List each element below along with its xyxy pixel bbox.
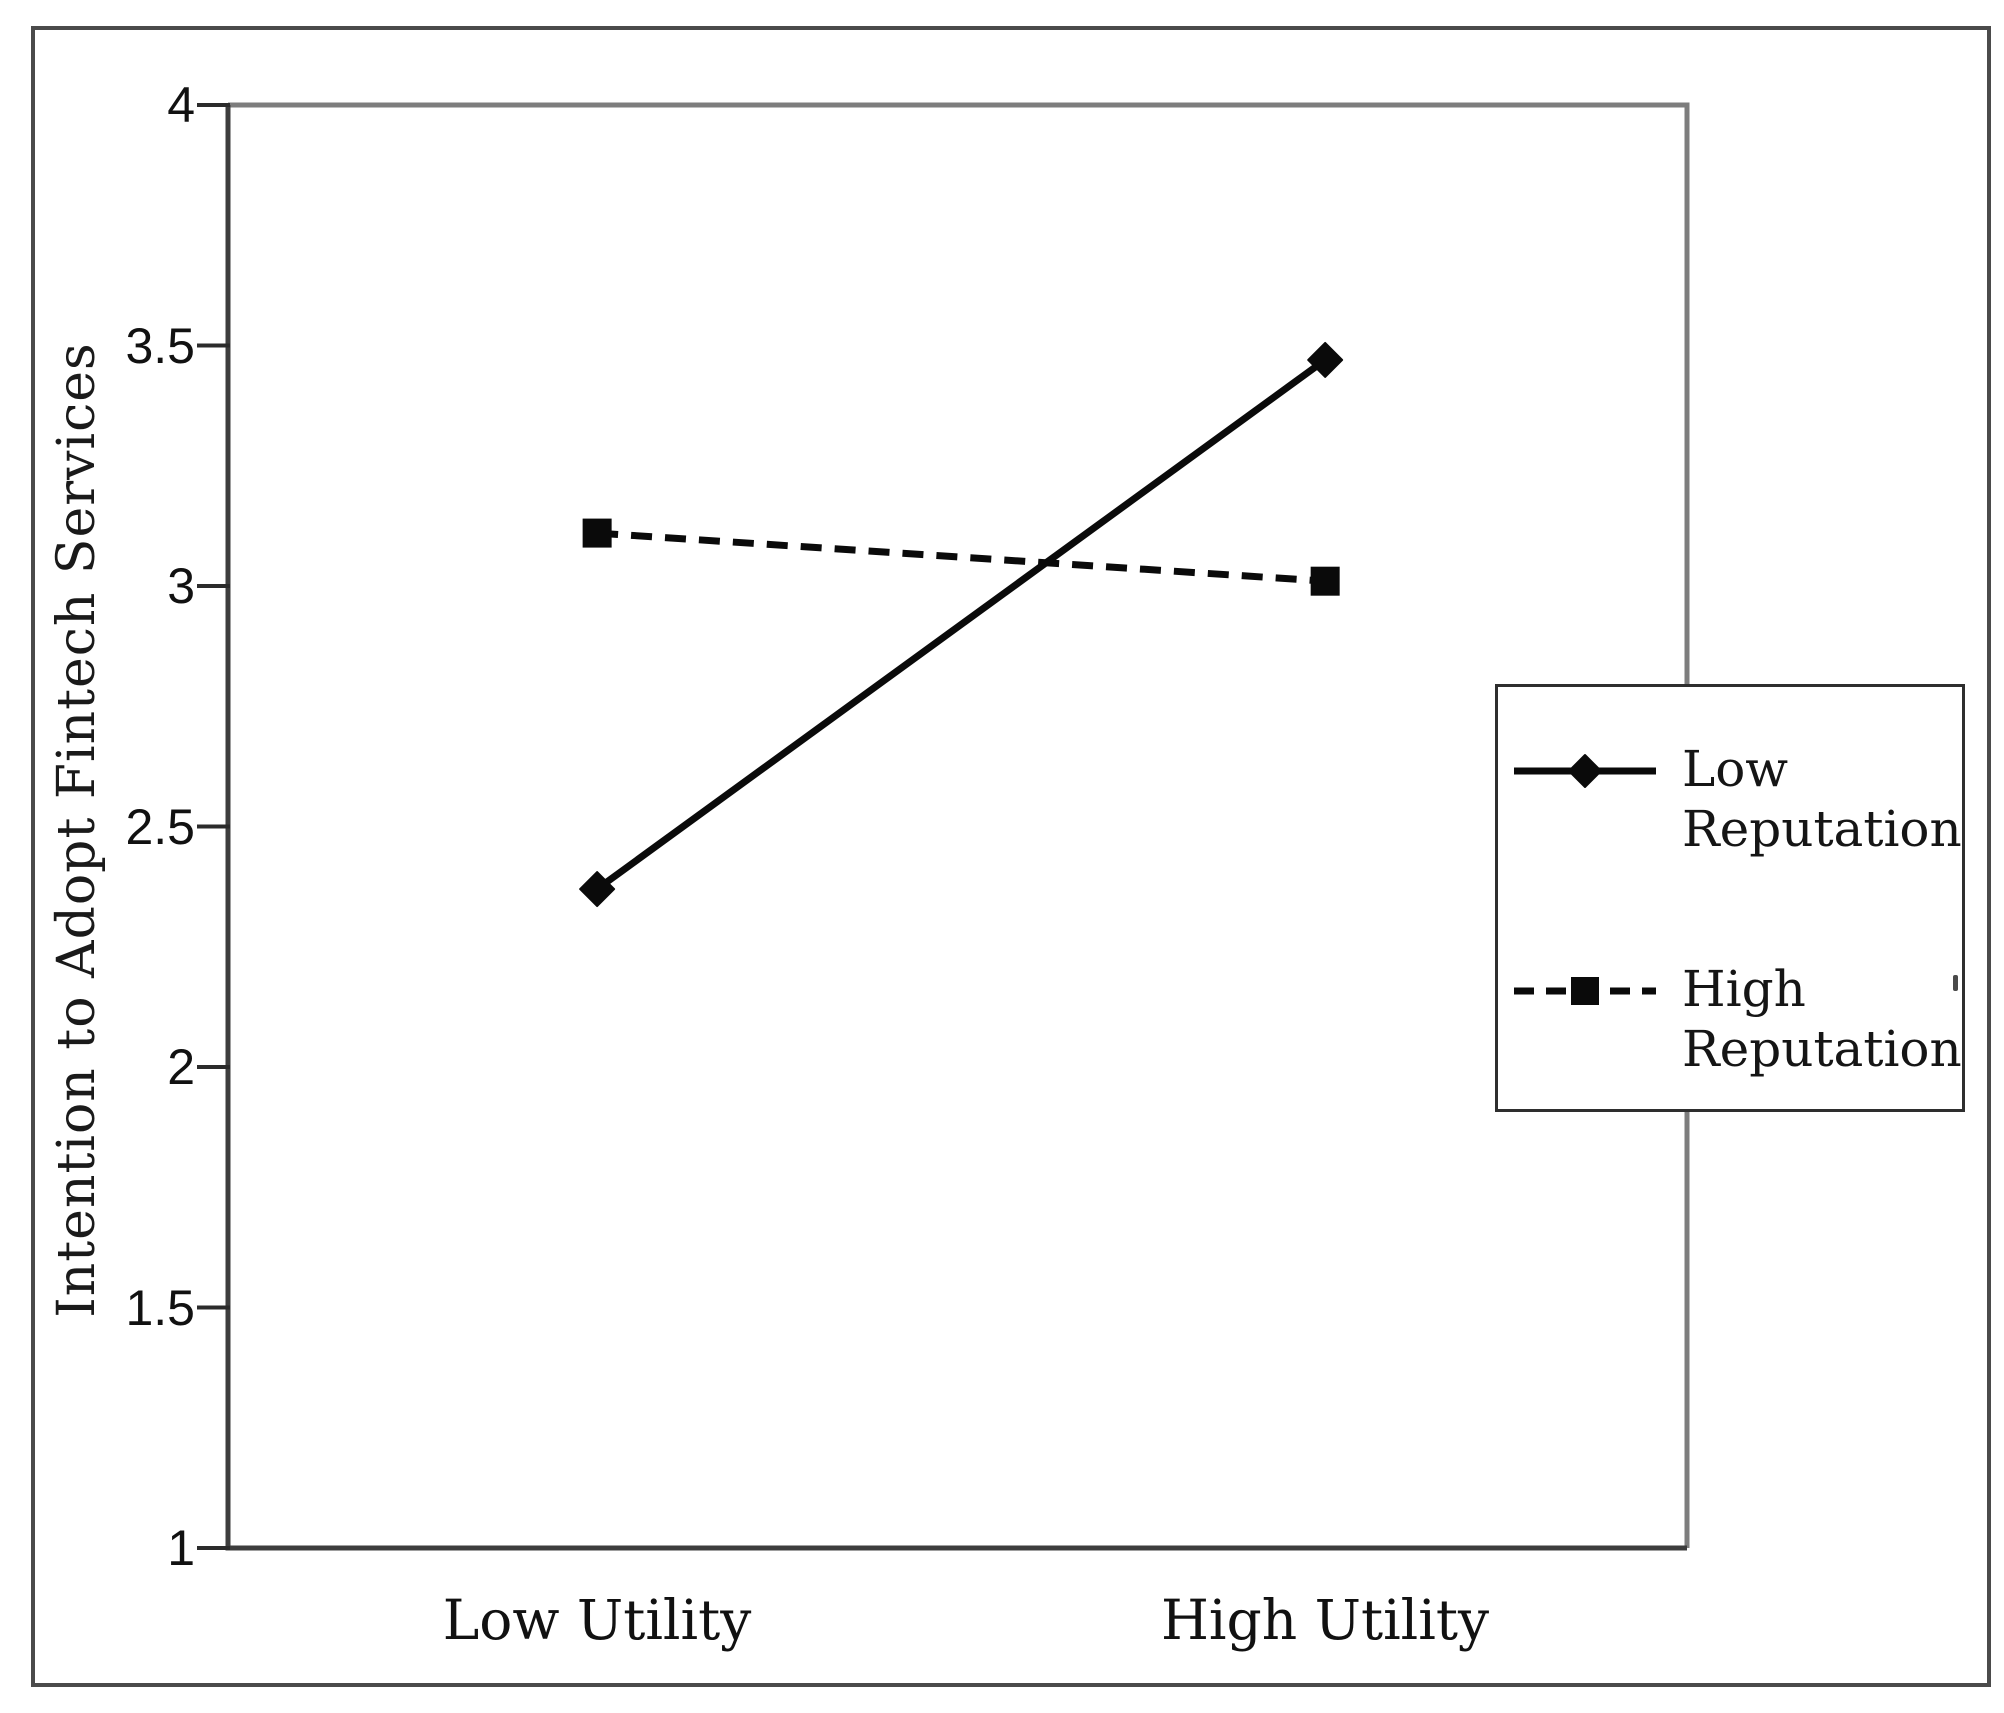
high-reputation-line-sample-icon xyxy=(1514,977,1656,1005)
low-reputation-line-sample-icon xyxy=(1514,754,1656,788)
y-tick-label-1.5: 1.5 xyxy=(125,1279,195,1336)
y-tick-label-1: 1 xyxy=(167,1520,195,1576)
figure-frame: Intention to Adopt Fintech Services 4 3.5… xyxy=(31,26,1991,1687)
legend-box: Low Reputation High Reputation xyxy=(1495,684,1965,1112)
legend-item-high-reputation: High Reputation xyxy=(1498,959,1972,1079)
x-category-label-high-utility: High Utility xyxy=(1160,1588,1490,1652)
y-tick-label-3: 3 xyxy=(167,558,195,614)
stray-mark xyxy=(1953,975,1958,991)
y-tick-label-2.5: 2.5 xyxy=(125,798,195,855)
y-tick-label-3.5: 3.5 xyxy=(125,317,195,374)
x-category-label-low-utility: Low Utility xyxy=(442,1588,752,1652)
y-tick-label-4: 4 xyxy=(167,77,195,133)
legend-item-low-reputation: Low Reputation xyxy=(1498,739,1972,859)
y-tick-label-2: 2 xyxy=(167,1039,195,1095)
legend-label-low-reputation: Low Reputation xyxy=(1682,740,1962,858)
legend-label-high-reputation: High Reputation xyxy=(1682,960,1962,1078)
